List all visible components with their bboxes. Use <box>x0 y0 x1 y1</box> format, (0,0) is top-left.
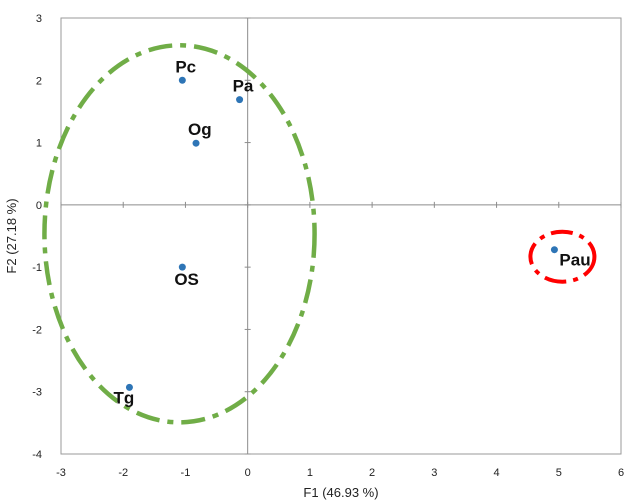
group-ellipse-2 <box>528 229 597 284</box>
y-tick-label: 3 <box>36 13 42 25</box>
x-tick-label: 3 <box>431 467 437 479</box>
x-tick-label: 5 <box>556 467 562 479</box>
point-label-pc: Pc <box>175 57 196 76</box>
point-label-tg: Tg <box>113 388 134 407</box>
point-pc <box>178 76 186 84</box>
y-tick-label: 0 <box>36 200 42 212</box>
point-og <box>192 139 200 147</box>
point-label-pa: Pa <box>233 77 254 96</box>
group-ellipses <box>42 43 597 425</box>
point-label-os: OS <box>174 270 199 289</box>
data-points: Pc Pa Og OS Tg Pau <box>113 57 590 407</box>
x-tick-label: 6 <box>618 467 624 479</box>
y-tick-label: -1 <box>32 262 42 274</box>
x-tick-label: 1 <box>307 467 313 479</box>
y-tick-label: -4 <box>32 449 42 461</box>
x-axis-title: F1 (46.93 %) <box>303 485 378 500</box>
x-tick-label: -1 <box>181 467 191 479</box>
point-os <box>178 263 186 271</box>
group-ellipse-1 <box>42 43 317 425</box>
axes-layer: -3 -2 -1 0 1 2 3 4 5 6 -4 -3 -2 -1 0 1 2 3 <box>32 13 624 479</box>
plot-area <box>60 17 622 455</box>
y-tick-label: 1 <box>36 138 42 150</box>
y-tick-label: -2 <box>32 324 42 336</box>
point-tg <box>125 383 133 391</box>
x-tick-label: 0 <box>245 467 251 479</box>
x-tick-label: -3 <box>56 467 66 479</box>
point-pau <box>550 246 558 254</box>
point-label-og: Og <box>188 120 212 139</box>
point-pa <box>236 96 244 104</box>
y-tick-label: -3 <box>32 387 42 399</box>
y-axis-title: F2 (27.18 %) <box>4 198 19 273</box>
point-label-pau: Pau <box>559 251 590 270</box>
x-tick-label: 4 <box>493 467 499 479</box>
x-tick-label: 2 <box>369 467 375 479</box>
y-tick-label: 2 <box>36 75 42 87</box>
x-tick-label: -2 <box>118 467 128 479</box>
